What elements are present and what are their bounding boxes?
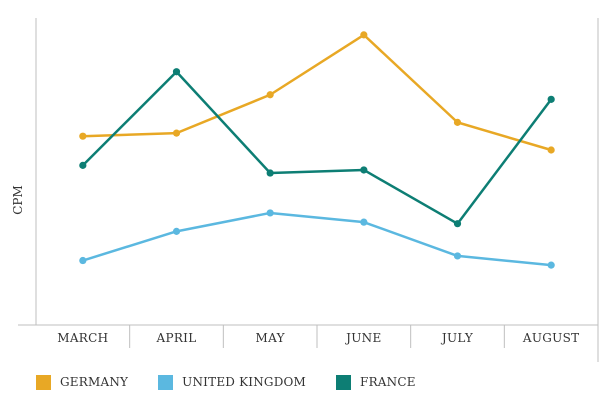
data-point-united-kingdom-may bbox=[266, 209, 274, 217]
axes bbox=[18, 18, 599, 362]
x-tick-labels: MARCH APRIL MAY JUNE JULY AUGUST bbox=[57, 331, 579, 345]
data-point-france-april bbox=[172, 68, 181, 76]
legend-item-france: FRANCE bbox=[336, 374, 416, 390]
data-point-germany-july bbox=[453, 118, 462, 126]
data-point-germany-august bbox=[547, 146, 555, 154]
data-point-germany-june bbox=[360, 31, 368, 39]
legend-label-france: FRANCE bbox=[360, 375, 416, 389]
data-point-france-july bbox=[453, 220, 462, 228]
legend-swatch-france bbox=[336, 374, 352, 390]
series-line-germany bbox=[82, 33, 552, 152]
legend-swatch-united-kingdom bbox=[158, 374, 174, 390]
series-line-united-kingdom bbox=[82, 211, 552, 267]
x-category-separators bbox=[129, 325, 505, 348]
legend: GERMANY UNITED KINGDOM FRANCE bbox=[36, 372, 446, 392]
data-point-france-may bbox=[266, 169, 274, 177]
legend-item-united-kingdom: UNITED KINGDOM bbox=[158, 374, 307, 390]
x-tick-label-may: MAY bbox=[256, 331, 286, 345]
x-tick-label-april: APRIL bbox=[156, 331, 197, 345]
data-point-germany-april bbox=[172, 129, 181, 137]
legend-item-germany: GERMANY bbox=[36, 374, 129, 390]
y-axis-label: CPM bbox=[11, 185, 25, 215]
data-point-united-kingdom-july bbox=[453, 252, 462, 260]
data-point-france-august bbox=[547, 95, 555, 103]
data-point-united-kingdom-august bbox=[547, 261, 555, 269]
data-point-united-kingdom-march bbox=[79, 256, 87, 265]
x-tick-label-march: MARCH bbox=[57, 331, 108, 345]
x-tick-label-june: JUNE bbox=[344, 331, 381, 345]
series-points bbox=[79, 31, 555, 269]
data-point-united-kingdom-april bbox=[172, 227, 181, 235]
data-point-germany-march bbox=[79, 132, 87, 140]
legend-swatch-germany bbox=[36, 374, 51, 390]
data-point-france-march bbox=[79, 161, 87, 169]
series-line-france bbox=[81, 70, 553, 225]
series-lines bbox=[81, 33, 553, 267]
data-point-france-june bbox=[360, 166, 368, 174]
x-tick-label-august: AUGUST bbox=[522, 331, 580, 345]
legend-label-united-kingdom: UNITED KINGDOM bbox=[182, 375, 307, 389]
x-tick-label-july: JULY bbox=[440, 331, 474, 345]
data-point-united-kingdom-june bbox=[360, 218, 368, 226]
data-point-germany-may bbox=[266, 91, 274, 99]
legend-label-germany: GERMANY bbox=[60, 375, 129, 389]
